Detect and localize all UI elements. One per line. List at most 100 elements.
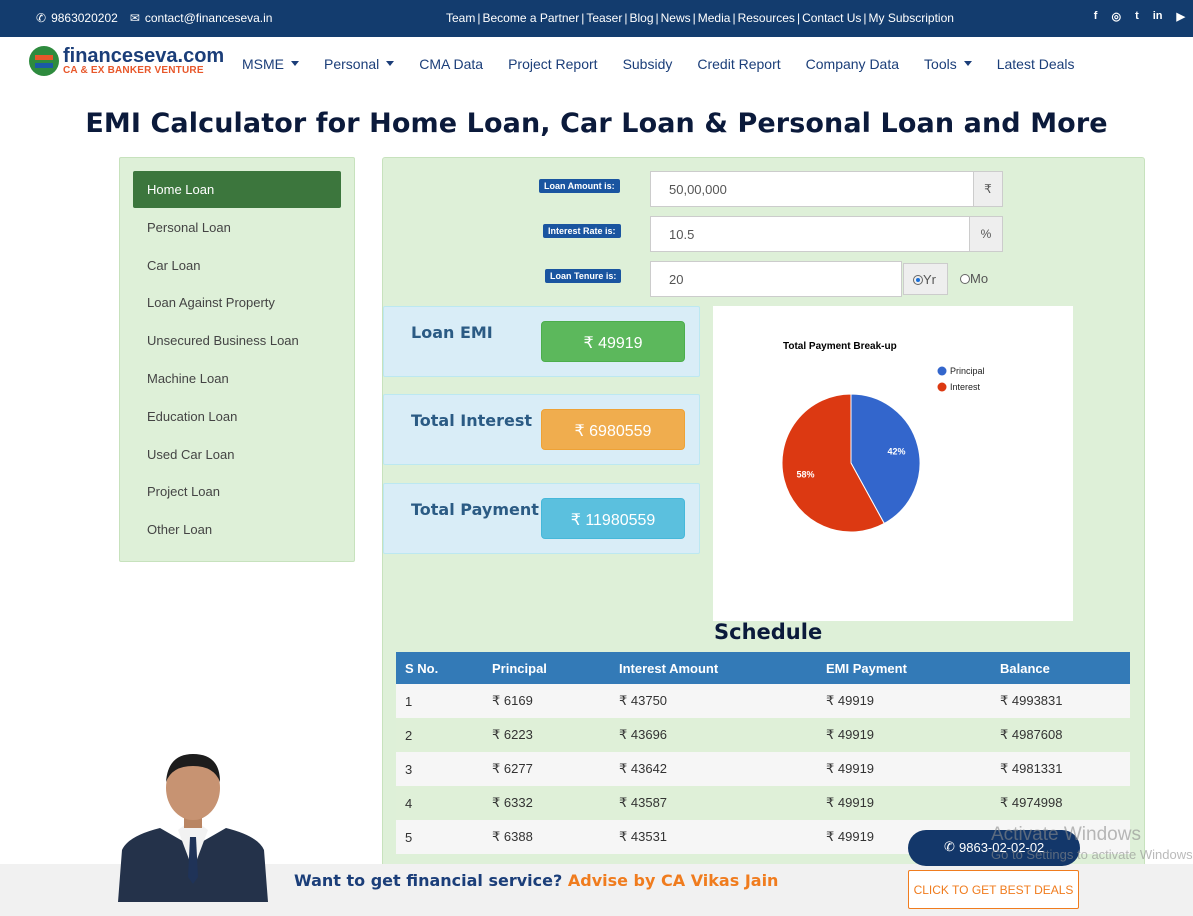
sidebar-item[interactable]: Car Loan [147,257,201,273]
table-cell: ₹ 43696 [610,718,817,752]
footer-advise-text[interactable]: Advise by CA Vikas Jain [567,871,779,890]
payment-breakup-chart: Total Payment Break-up Principal Interest… [713,306,1073,621]
caret-down-icon [963,60,972,66]
link-separator: | [863,11,867,25]
top-link[interactable]: Resources [737,11,795,25]
nav-item[interactable]: Credit Report [697,56,780,72]
nav-item[interactable]: Tools [924,56,972,72]
table-cell: ₹ 6223 [483,718,610,752]
twitter-icon[interactable]: t [1135,10,1139,22]
nav-item[interactable]: Subsidy [623,56,673,72]
schedule-column-header: S No. [396,652,483,684]
footer-question-text: Want to get financial service? [294,871,563,890]
table-cell: ₹ 4987608 [991,718,1130,752]
nav-item[interactable]: Latest Deals [997,56,1075,72]
loan-amount-input[interactable]: 50,00,000 [650,171,974,207]
loan-type-sidebar: Home Loan Personal Loan Car Loan Loan Again… [119,157,355,562]
tenure-mo-option[interactable]: Mo [960,271,988,286]
sidebar-item[interactable]: Personal Loan [147,219,231,235]
sidebar-item[interactable]: Unsecured Business Loan [147,333,299,349]
radio-selected-icon [913,275,923,285]
best-deals-button[interactable]: CLICK TO GET BEST DEALS [908,870,1079,909]
top-link[interactable]: Team [446,11,476,25]
call-number: 9863-02-02-02 [959,840,1045,855]
table-cell: 4 [396,786,483,820]
legend-swatch [937,366,947,376]
top-link[interactable]: My Subscription [868,11,954,25]
schedule-table: S No. Principal Interest Amount EMI Payment… [396,652,1130,854]
rupee-addon: ₹ [973,171,1003,207]
nav-item-label: Tools [924,56,957,72]
sidebar-item[interactable]: Other Loan [147,522,213,538]
pie-chart-svg: Total Payment Break-up Principal Interest… [781,341,985,533]
schedule-column-header: EMI Payment [817,652,991,684]
table-cell: ₹ 43531 [610,820,817,854]
loan-emi-card: Loan EMI ₹ 49919 [383,306,700,377]
nav-item[interactable]: MSME [242,56,299,72]
site-logo[interactable]: financeseva.com CA & EX BANKER VENTURE [29,46,224,76]
top-link[interactable]: Contact Us [802,11,862,25]
top-link[interactable]: Teaser [586,11,623,25]
table-row: 4 ₹ 6332 ₹ 43587 ₹ 49919 ₹ 4974998 [396,786,1130,820]
link-separator: | [732,11,736,25]
pie-slice-interest[interactable] [781,393,885,533]
nav-item-label: Subsidy [622,56,673,72]
youtube-icon[interactable]: ▶ [1176,11,1185,23]
sidebar-item[interactable]: Machine Loan [147,371,229,386]
table-row: 1 ₹ 6169 ₹ 43750 ₹ 49919 ₹ 4993831 [396,684,1130,718]
sidebar-item[interactable]: Education Loan [147,408,238,424]
nav-item[interactable]: Company Data [806,56,899,72]
tenure-yr-option[interactable]: Yr [903,263,948,295]
nav-item[interactable]: Personal [324,56,395,72]
table-cell: ₹ 4993831 [991,684,1130,718]
top-link[interactable]: Become a Partner [482,11,580,25]
logo-mark-icon [29,46,59,76]
nav-item[interactable]: CMA Data [419,56,483,72]
pie-slices: 42% 58% [781,393,921,533]
nav-item-label: Company Data [805,56,900,72]
email-contact[interactable]: ✉ contact@financeseva.in [130,11,273,25]
phone-contact[interactable]: ✆ 9863020202 [36,11,118,25]
loan-tenure-input[interactable]: 20 [650,261,902,297]
schedule-header-row: S No. Principal Interest Amount EMI Payment… [396,652,1130,684]
link-separator: | [477,11,481,25]
chart-title: Total Payment Break-up [783,341,897,352]
loan-amount-label: Loan Amount is: [539,179,620,193]
table-cell: ₹ 6277 [483,752,610,786]
call-button[interactable]: ✆ 9863-02-02-02 [908,830,1080,866]
top-link[interactable]: Media [697,11,731,25]
pie-slice-principal[interactable] [850,393,921,525]
link-separator: | [796,11,801,25]
contact-info: ✆ 9863020202 ✉ contact@financeseva.in [36,11,272,25]
pie-data-label: 58% [797,470,815,480]
sidebar-item[interactable]: Project Loan [147,484,220,500]
table-cell: ₹ 49919 [817,752,991,786]
sidebar-item[interactable]: Home Loan [133,171,341,208]
loan-emi-title: Loan EMI [411,323,493,342]
table-cell: ₹ 49919 [817,786,991,820]
top-link[interactable]: News [660,11,691,25]
sidebar-item[interactable]: Used Car Loan [147,446,235,462]
facebook-icon[interactable]: f [1093,10,1098,22]
link-separator: | [692,11,696,25]
social-links: f ◎ t in ▶ [1094,10,1185,23]
tenure-mo-label: Mo [970,271,989,286]
watermark-line1: Activate Windows [991,824,1141,845]
table-cell: ₹ 43587 [610,786,817,820]
sidebar-item[interactable]: Loan Against Property [147,295,275,311]
instagram-icon[interactable]: ◎ [1111,11,1122,23]
linkedin-icon[interactable]: in [1152,10,1163,22]
table-row: 3 ₹ 6277 ₹ 43642 ₹ 49919 ₹ 4981331 [396,752,1130,786]
legend-swatch [937,382,947,392]
table-cell: ₹ 6332 [483,786,610,820]
envelope-icon: ✉ [129,11,140,25]
email-address: contact@financeseva.in [144,11,273,25]
windows-activation-watermark: Activate Windows Go to Settings to activ… [991,824,1193,862]
chart-legend: Principal Interest [937,366,985,392]
page-title: EMI Calculator for Home Loan, Car Loan &… [85,108,1108,139]
top-link[interactable]: Blog [629,11,654,25]
table-cell: ₹ 4974998 [991,786,1130,820]
interest-rate-input[interactable]: 10.5 [650,216,970,252]
advisor-photo [118,754,268,902]
nav-item[interactable]: Project Report [508,56,597,72]
